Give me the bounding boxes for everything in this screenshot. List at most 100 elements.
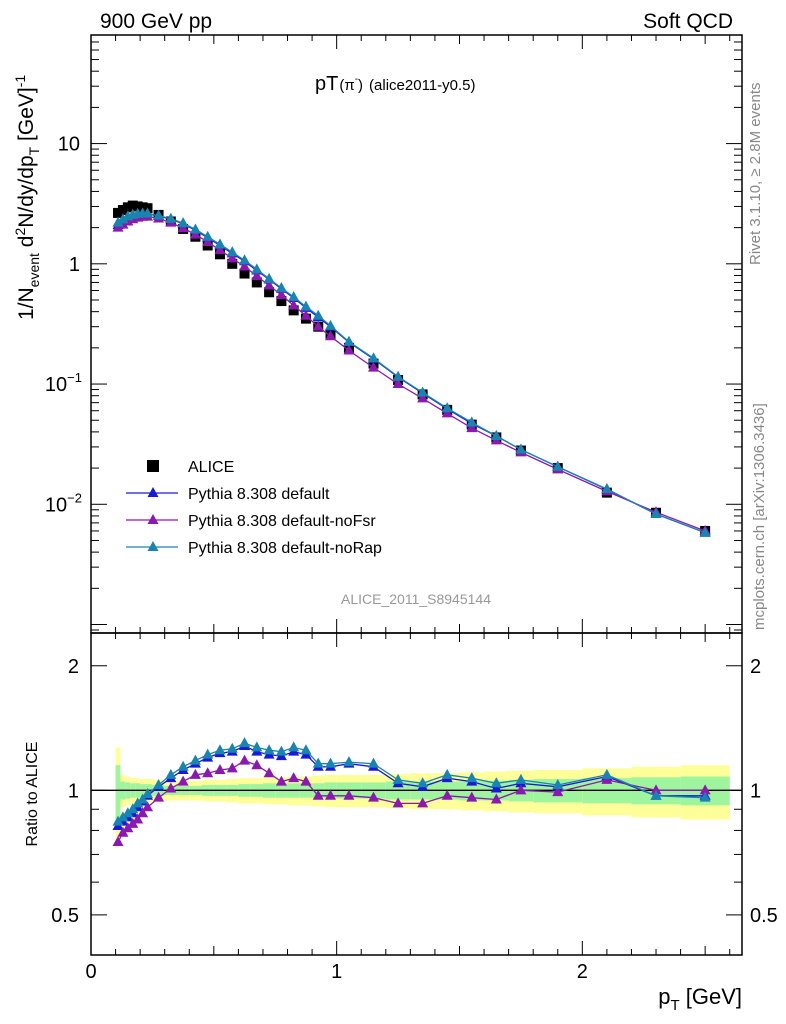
ratio-data-point xyxy=(263,744,275,755)
plot-title-charge: - xyxy=(355,74,358,85)
legend-marker xyxy=(147,514,159,524)
ratio-data-point xyxy=(312,757,324,768)
ratio-y-tick-label: 1 xyxy=(68,780,79,802)
analysis-label: ALICE_2011_S8945144 xyxy=(341,591,491,607)
pythia-data-point xyxy=(601,482,613,493)
x-axis-label: pT [GeV] xyxy=(658,984,742,1014)
pythia-data-point xyxy=(153,209,165,220)
pythia-data-point xyxy=(177,222,189,233)
pythia-data-point xyxy=(368,352,380,363)
plot-title-main: pT xyxy=(315,73,338,95)
pythia-data-point xyxy=(214,238,226,249)
main-y-tick-label: 1 xyxy=(69,254,80,276)
pythia-data-point xyxy=(300,309,312,320)
pythia-data-point xyxy=(214,244,226,255)
pythia-data-point xyxy=(112,216,124,227)
plot-title: pT(π-) (alice2011-y0.5) xyxy=(315,73,476,95)
pythia-data-point xyxy=(263,272,275,283)
ratio-data-point xyxy=(490,782,502,793)
pythia-data-point xyxy=(165,212,177,223)
ratio-data-point xyxy=(601,768,613,779)
ratio-data-point xyxy=(392,773,404,784)
ratio-data-point xyxy=(288,741,300,752)
ratio-y-tick-label: 2 xyxy=(68,656,79,678)
ratio-data-point xyxy=(650,789,662,800)
ratio-data-point xyxy=(288,772,300,783)
mcplots-label: mcplots.cern.ch [arXiv:1306.3436] xyxy=(751,403,768,630)
pythia-data-point xyxy=(117,213,129,224)
pythia-data-point xyxy=(239,254,251,265)
ratio-data-point xyxy=(239,754,251,765)
legend-marker xyxy=(147,541,159,551)
pythia-data-point xyxy=(239,260,251,271)
ratio-data-point xyxy=(343,789,355,800)
main-y-tick-label: 10−2 xyxy=(45,490,82,516)
alice-data-point xyxy=(288,305,299,316)
ratio-data-point xyxy=(112,836,124,847)
pythia-data-point xyxy=(650,508,662,519)
ratio-data-point xyxy=(515,773,527,784)
pythia-data-point xyxy=(288,299,300,310)
pythia-data-point xyxy=(288,290,300,301)
main-y-axis-label: 1/Nevent d2N/dy/dpT [GeV]-1 xyxy=(12,75,42,320)
ratio-data-point xyxy=(263,767,275,778)
main-series-line xyxy=(117,213,706,534)
pythia-data-point xyxy=(552,460,564,471)
ratio-data-point xyxy=(417,777,429,788)
ratio-data-point xyxy=(132,813,144,824)
ratio-data-point xyxy=(325,757,337,768)
pythia-data-point xyxy=(466,422,478,433)
legend-marker xyxy=(147,460,159,472)
pythia-data-point xyxy=(202,230,214,241)
pythia-data-point xyxy=(189,228,201,239)
legend-marker xyxy=(147,487,159,497)
pythia-data-point xyxy=(417,386,429,397)
ratio-plot-frame xyxy=(90,632,743,956)
ratio-data-point xyxy=(214,744,226,755)
ratio-y-tick-label: 0.5 xyxy=(51,905,79,927)
ratio-data-point xyxy=(441,789,453,800)
main-axis-ticks: 10 1 10−1 10−2 xyxy=(45,34,742,633)
ratio-data-point xyxy=(226,742,238,753)
pythia-data-point xyxy=(441,407,453,418)
ratio-panel: 0.5 0.5 1 1 2 2 0 1 2 Ratio to ALICE pT [GeV] xyxy=(24,632,778,1014)
legend-entry-label: Pythia 8.308 default xyxy=(188,486,330,503)
ratio-data-point xyxy=(343,756,355,767)
alice-data-point xyxy=(264,287,275,298)
x-tick-label: 0 xyxy=(85,961,96,983)
ratio-data-point xyxy=(165,768,177,779)
pythia-data-point xyxy=(466,416,478,427)
pythia-data-point xyxy=(441,402,453,413)
pythia-data-point xyxy=(325,319,337,330)
ratio-data-point xyxy=(132,797,144,808)
pythia-data-point xyxy=(189,223,201,234)
pythia-data-point xyxy=(300,300,312,311)
ratio-data-point xyxy=(417,797,429,808)
ratio-data-point xyxy=(490,777,502,788)
pythia-data-point xyxy=(275,281,287,292)
ratio-data-point xyxy=(650,784,662,795)
ratio-data-point xyxy=(300,744,312,755)
main-panel: 10 1 10−1 10−2 pT(π-) (alice2011-y0.5) ALICE… xyxy=(12,34,743,634)
ratio-data-point xyxy=(325,789,337,800)
pythia-data-point xyxy=(226,252,238,263)
ratio-data-point xyxy=(137,807,149,818)
main-series-line xyxy=(117,212,706,534)
main-y-tick-label: 10 xyxy=(58,134,80,156)
alice-data-point xyxy=(214,249,225,260)
ratio-data-point xyxy=(153,779,165,790)
rivet-label: Rivet 3.1.10, ≥ 2.8M events xyxy=(747,83,764,266)
ratio-data-point xyxy=(300,775,312,786)
ratio-data-point xyxy=(127,803,139,814)
pythia-data-point xyxy=(325,330,337,341)
ratio-data-point xyxy=(251,759,263,770)
pythia-data-point xyxy=(177,217,189,228)
legend-entry-label: Pythia 8.308 default-noRap xyxy=(188,540,382,557)
ratio-data-point xyxy=(275,745,287,756)
ratio-data-series xyxy=(112,737,711,847)
ratio-data-point xyxy=(202,748,214,759)
pythia-data-point xyxy=(490,429,502,440)
ratio-axis-ticks: 0.5 0.5 1 1 2 2 0 1 2 xyxy=(51,633,778,983)
ratio-data-point xyxy=(490,793,502,804)
